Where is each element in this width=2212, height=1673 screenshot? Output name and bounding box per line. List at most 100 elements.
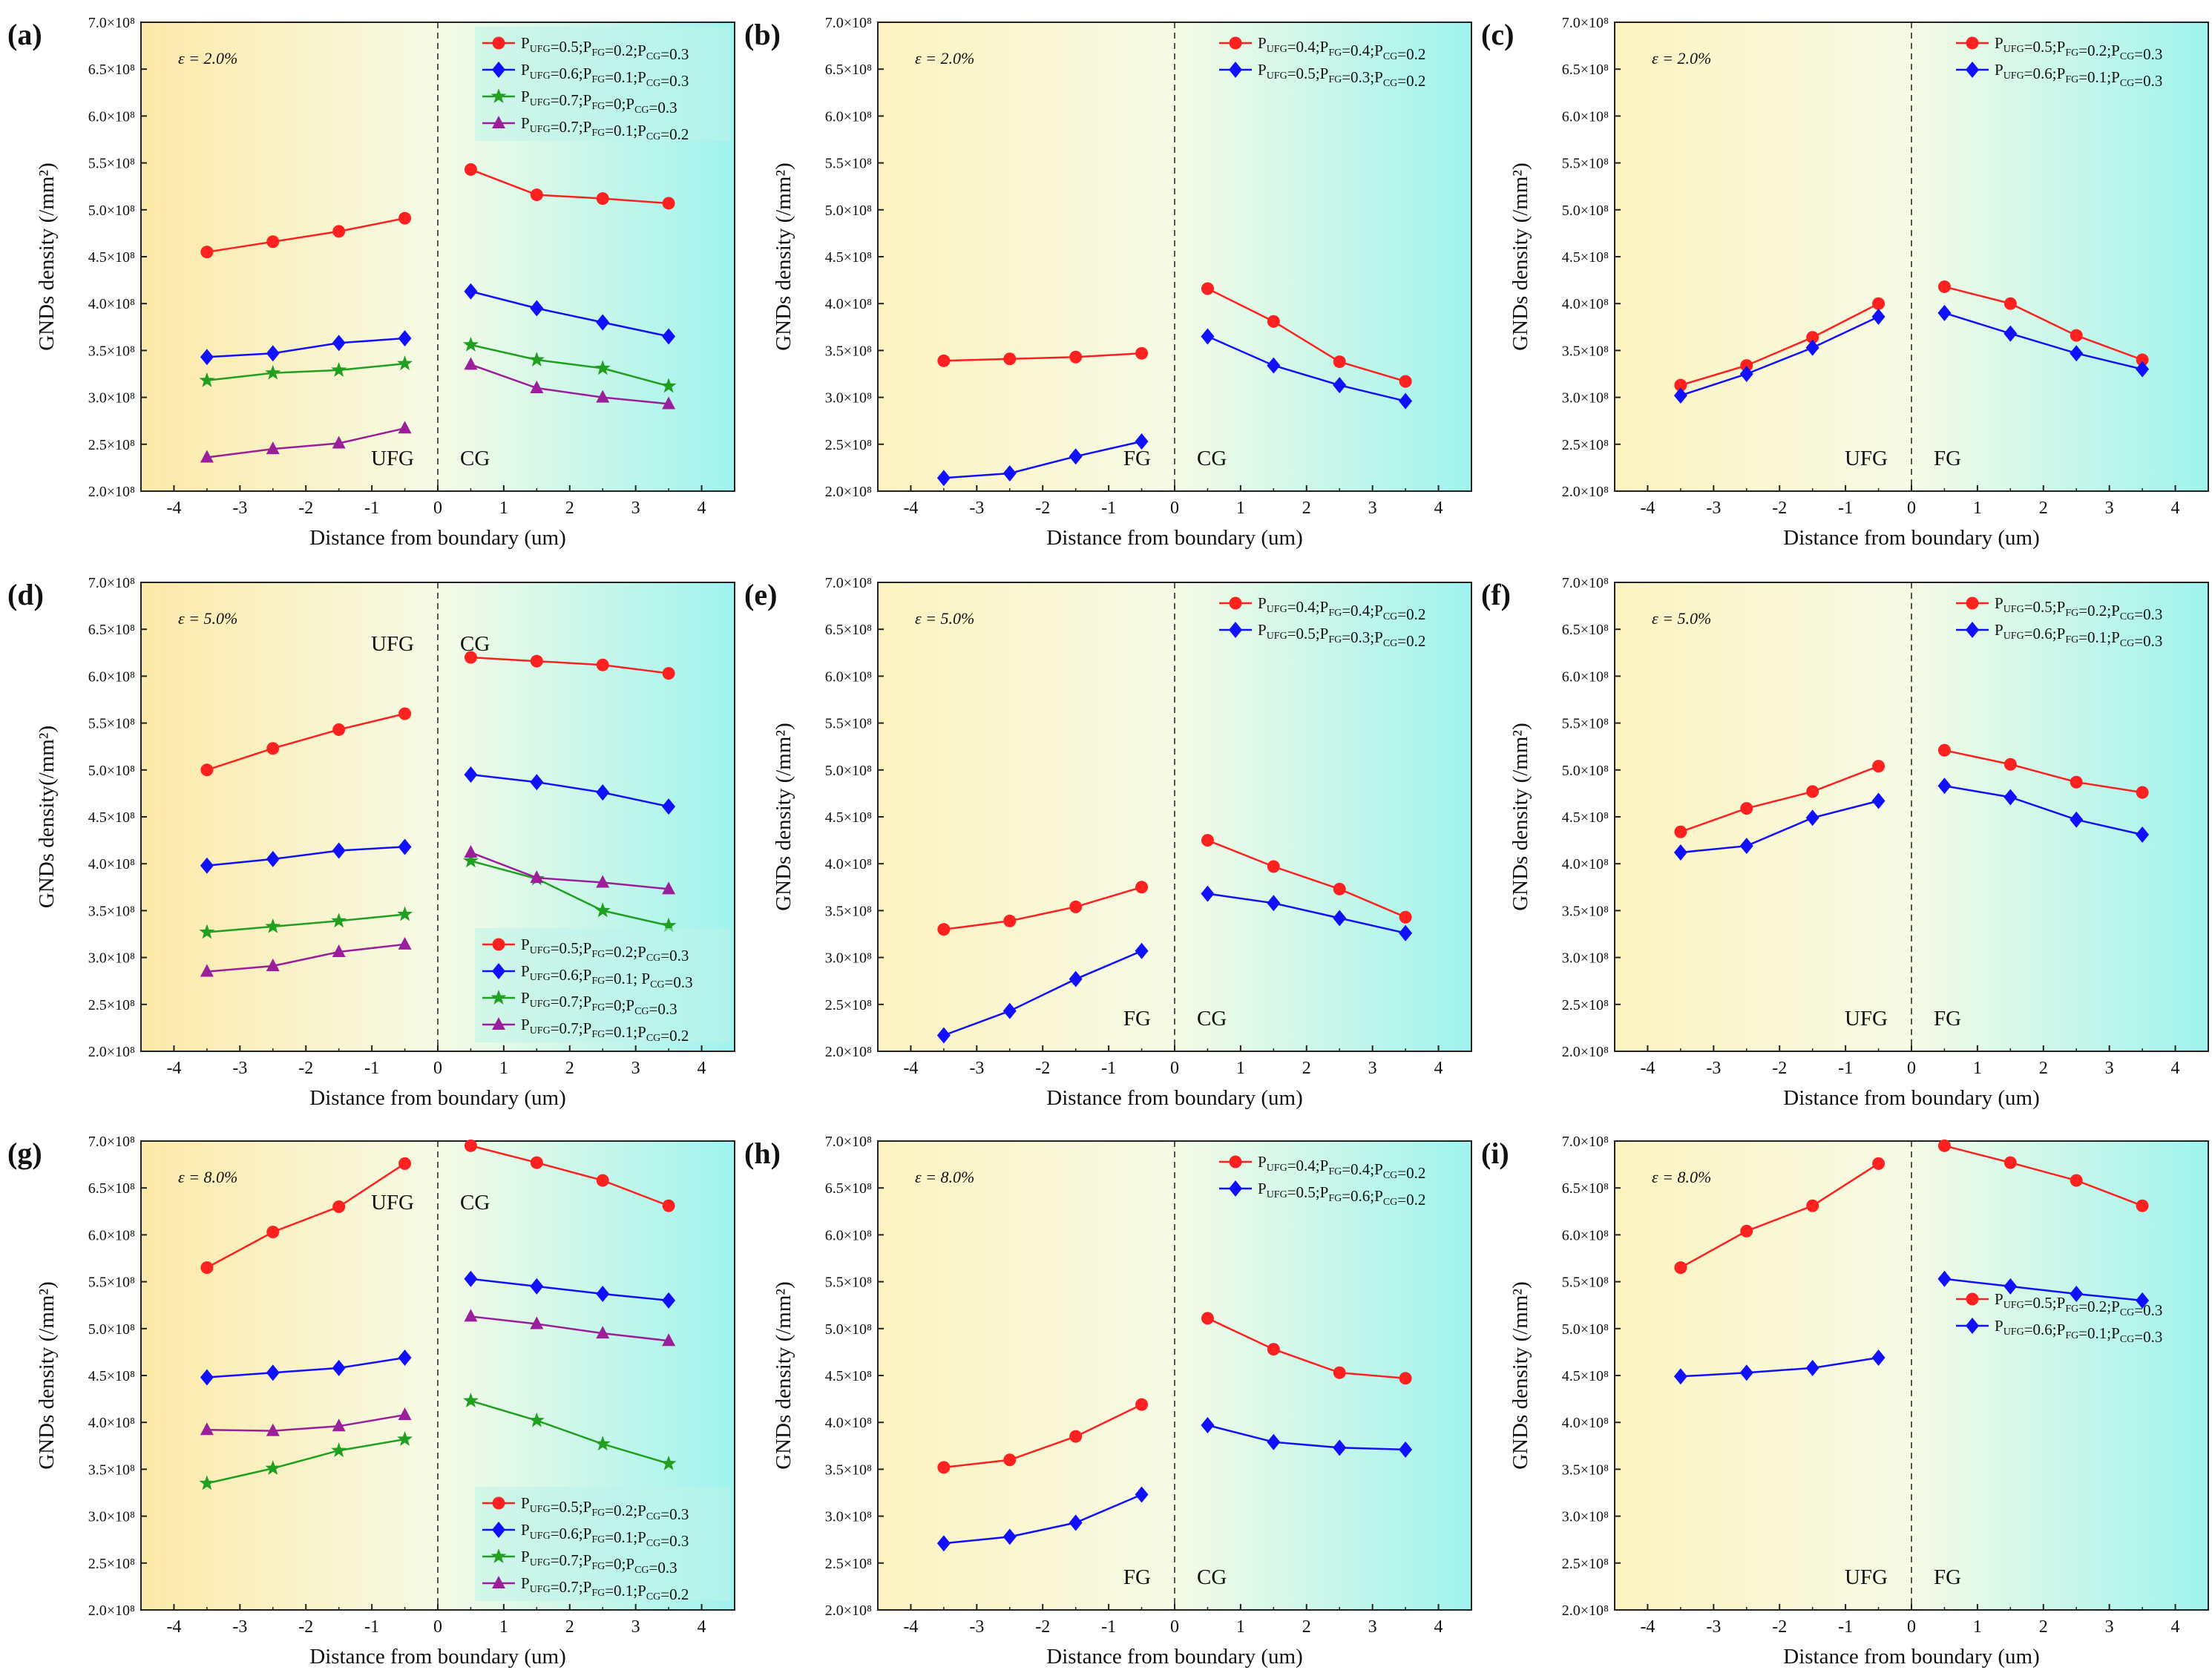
strain-annotation: ε = 8.0% bbox=[178, 1168, 237, 1186]
legend-marker bbox=[1966, 1292, 1979, 1306]
data-point bbox=[2070, 811, 2084, 828]
x-tick-label: 1 bbox=[499, 1059, 508, 1078]
series-line-right bbox=[470, 1145, 669, 1207]
y-tick-label: 2.5×10⁸ bbox=[88, 437, 135, 453]
x-tick-label: 3 bbox=[631, 1617, 640, 1637]
y-tick-label: 6.5×10⁸ bbox=[1562, 622, 1609, 638]
x-tick-label: -3 bbox=[969, 1059, 984, 1078]
data-point bbox=[464, 651, 477, 664]
x-tick-label: -2 bbox=[298, 499, 313, 518]
y-tick-label: 2.5×10⁸ bbox=[1562, 1556, 1609, 1572]
data-point bbox=[1740, 1224, 1753, 1238]
x-tick-label: 2 bbox=[565, 1617, 574, 1637]
y-tick-label: 7.0×10⁸ bbox=[1562, 15, 1609, 31]
x-tick-label: -1 bbox=[364, 499, 379, 518]
x-tick-label: -4 bbox=[166, 1059, 181, 1078]
series-line-left bbox=[206, 1163, 406, 1269]
legend: PUFG=0.5;PFG=0.2;PCG=0.3PUFG=0.6;PFG=0.1… bbox=[1956, 34, 2162, 90]
data-point bbox=[462, 852, 479, 868]
x-tick-label: 1 bbox=[1973, 1617, 1982, 1637]
legend-entry: PUFG=0.6;PFG=0.1;PCG=0.3 bbox=[521, 1521, 689, 1550]
region-label-right: CG bbox=[1197, 1565, 1227, 1589]
legend-entry: PUFG=0.5;PFG=0.2;PCG=0.3 bbox=[521, 1494, 689, 1523]
y-tick-label: 2.0×10⁸ bbox=[88, 1603, 135, 1619]
x-tick-label: -2 bbox=[1772, 1617, 1787, 1637]
x-tick-label: 2 bbox=[565, 499, 574, 518]
data-point bbox=[397, 1430, 413, 1446]
y-axis-label: GNDs density (/mm²) bbox=[1509, 1281, 1532, 1470]
data-point bbox=[1805, 339, 1819, 356]
series-line-right bbox=[1207, 287, 1406, 383]
data-point bbox=[530, 188, 543, 202]
y-tick-label: 2.5×10⁸ bbox=[825, 1556, 872, 1572]
legend-marker bbox=[1229, 596, 1242, 610]
data-point bbox=[1399, 924, 1413, 941]
x-tick-label: 4 bbox=[2171, 1617, 2180, 1637]
data-point bbox=[266, 1226, 280, 1239]
data-point bbox=[1002, 464, 1017, 481]
data-point bbox=[398, 1407, 412, 1421]
x-tick-label: 4 bbox=[698, 499, 706, 518]
strain-annotation: ε = 2.0% bbox=[178, 49, 237, 68]
y-tick-label: 6.5×10⁸ bbox=[88, 622, 135, 638]
x-tick-label: -1 bbox=[1838, 499, 1853, 518]
legend-marker bbox=[1966, 36, 1979, 50]
series-line-left bbox=[206, 362, 405, 382]
data-point bbox=[266, 958, 280, 971]
data-point bbox=[1333, 355, 1346, 369]
y-tick-label: 3.0×10⁸ bbox=[88, 950, 135, 967]
x-tick-label: -1 bbox=[1101, 499, 1116, 518]
legend-marker bbox=[1229, 62, 1242, 78]
series-line-left bbox=[206, 1413, 405, 1432]
x-tick-label: -4 bbox=[903, 1617, 918, 1637]
series-line-right bbox=[470, 290, 669, 338]
y-tick-label: 4.0×10⁸ bbox=[1562, 296, 1609, 312]
data-point bbox=[332, 944, 346, 958]
data-point bbox=[1674, 825, 1687, 838]
data-point bbox=[1806, 331, 1819, 344]
data-point bbox=[1333, 1439, 1347, 1456]
y-tick-label: 5.0×10⁸ bbox=[825, 1321, 872, 1338]
data-point bbox=[1673, 387, 1687, 404]
data-point bbox=[596, 875, 610, 888]
x-tick-label: -3 bbox=[1706, 1617, 1721, 1637]
y-tick-label: 2.0×10⁸ bbox=[825, 484, 872, 500]
series-line-left bbox=[206, 712, 405, 771]
data-point bbox=[596, 390, 610, 403]
data-point bbox=[464, 1139, 477, 1152]
data-point bbox=[1267, 357, 1281, 374]
x-tick-label: 0 bbox=[433, 1617, 442, 1637]
data-point bbox=[266, 742, 280, 755]
data-point bbox=[1872, 760, 1886, 773]
data-point bbox=[1871, 792, 1886, 809]
x-tick-label: 4 bbox=[698, 1617, 706, 1637]
y-tick-label: 3.5×10⁸ bbox=[1562, 1462, 1609, 1478]
data-point bbox=[662, 1199, 675, 1212]
data-point bbox=[398, 707, 412, 720]
data-point bbox=[1267, 895, 1281, 912]
y-tick-label: 4.0×10⁸ bbox=[1562, 856, 1609, 872]
data-point bbox=[462, 1393, 479, 1408]
series-green bbox=[199, 852, 677, 939]
region-label-left: FG bbox=[1123, 1007, 1151, 1031]
panel-label: (f) bbox=[1481, 578, 1511, 611]
panel-h: 2.0×10⁸ 2.5×10⁸ 3.0×10⁸ 3.5×10⁸ 4.0×10⁸ 4.5×1… bbox=[744, 1134, 1472, 1669]
data-point bbox=[200, 246, 214, 259]
y-tick-label: 5.5×10⁸ bbox=[88, 716, 135, 732]
series-purple bbox=[200, 1309, 676, 1436]
x-tick-label: -1 bbox=[1838, 1059, 1853, 1078]
data-point bbox=[332, 1359, 346, 1376]
panel-e: 2.0×10⁸ 2.5×10⁸ 3.0×10⁸ 3.5×10⁸ 4.0×10⁸ 4.5×1… bbox=[744, 575, 1472, 1110]
data-point bbox=[1871, 308, 1886, 325]
y-tick-label: 4.5×10⁸ bbox=[825, 249, 872, 266]
y-tick-label: 3.5×10⁸ bbox=[88, 1462, 135, 1478]
legend-entry: PUFG=0.4;PFG=0.4;PCG=0.2 bbox=[1258, 594, 1425, 623]
y-tick-label: 4.5×10⁸ bbox=[1562, 249, 1609, 266]
series-blue bbox=[936, 328, 1413, 487]
data-point bbox=[398, 211, 412, 225]
series-line-right bbox=[470, 1399, 669, 1465]
data-point bbox=[662, 396, 676, 410]
data-point bbox=[596, 784, 610, 801]
y-tick-label: 7.0×10⁸ bbox=[88, 1134, 135, 1150]
